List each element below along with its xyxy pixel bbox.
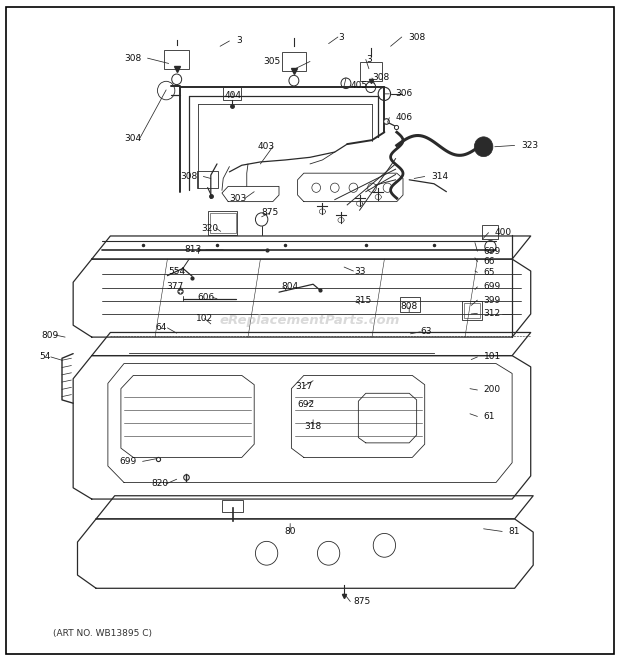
Text: 317: 317 [295,381,312,391]
Text: 101: 101 [484,352,501,362]
Text: 692: 692 [298,400,315,409]
Text: 320: 320 [201,223,218,233]
Text: 406: 406 [396,113,413,122]
Bar [464,303,480,318]
Text: 308: 308 [124,54,141,63]
Text: 312: 312 [484,309,501,318]
Bar [223,87,241,100]
Text: 66: 66 [484,257,495,266]
Text: 3: 3 [366,55,372,64]
Text: (ART NO. WB13895 C): (ART NO. WB13895 C) [53,629,152,638]
Text: 403: 403 [258,142,275,151]
Text: 318: 318 [304,422,322,431]
Text: 405: 405 [350,81,368,91]
Bar [360,62,382,81]
Bar [208,211,237,235]
Text: 315: 315 [354,296,371,305]
Text: 61: 61 [484,412,495,421]
Text: 304: 304 [125,134,142,143]
Text: 399: 399 [484,295,501,305]
Text: 554: 554 [168,267,185,276]
Text: 63: 63 [421,327,432,336]
Text: 804: 804 [281,282,299,292]
Bar [210,213,236,233]
Text: 809: 809 [41,330,58,340]
Bar [222,500,243,512]
Text: 3: 3 [236,36,242,46]
Text: 308: 308 [408,32,425,42]
Text: 699: 699 [484,247,501,256]
Text: 875: 875 [261,208,278,217]
Bar [282,52,306,71]
Text: 875: 875 [353,597,371,606]
Text: 699: 699 [484,282,501,292]
Text: 81: 81 [508,527,520,536]
Bar [400,297,420,312]
Text: 64: 64 [156,323,167,332]
Text: 377: 377 [166,282,184,292]
Text: 323: 323 [521,141,538,150]
Bar [164,50,189,69]
Text: 808: 808 [401,302,418,311]
Text: 65: 65 [484,268,495,277]
Text: 3: 3 [338,32,343,42]
Text: 404: 404 [224,91,242,100]
Bar [482,225,498,239]
Text: 813: 813 [185,245,202,254]
Text: 606: 606 [198,293,215,302]
Text: 400: 400 [495,228,512,237]
Bar [462,301,482,320]
Text: 308: 308 [180,172,197,181]
Text: eReplacementParts.com: eReplacementParts.com [220,314,400,327]
Text: 699: 699 [119,457,136,466]
Text: 314: 314 [431,172,448,181]
Text: 820: 820 [151,479,169,488]
Circle shape [474,137,493,157]
Text: 54: 54 [39,352,50,362]
Text: 102: 102 [196,314,213,323]
Text: 306: 306 [396,89,413,98]
Text: 33: 33 [354,266,365,276]
Text: 80: 80 [285,527,296,536]
Text: 308: 308 [372,73,389,83]
Text: 200: 200 [484,385,501,395]
Text: 303: 303 [229,194,247,203]
Bar [197,171,218,188]
Text: 305: 305 [263,57,280,66]
